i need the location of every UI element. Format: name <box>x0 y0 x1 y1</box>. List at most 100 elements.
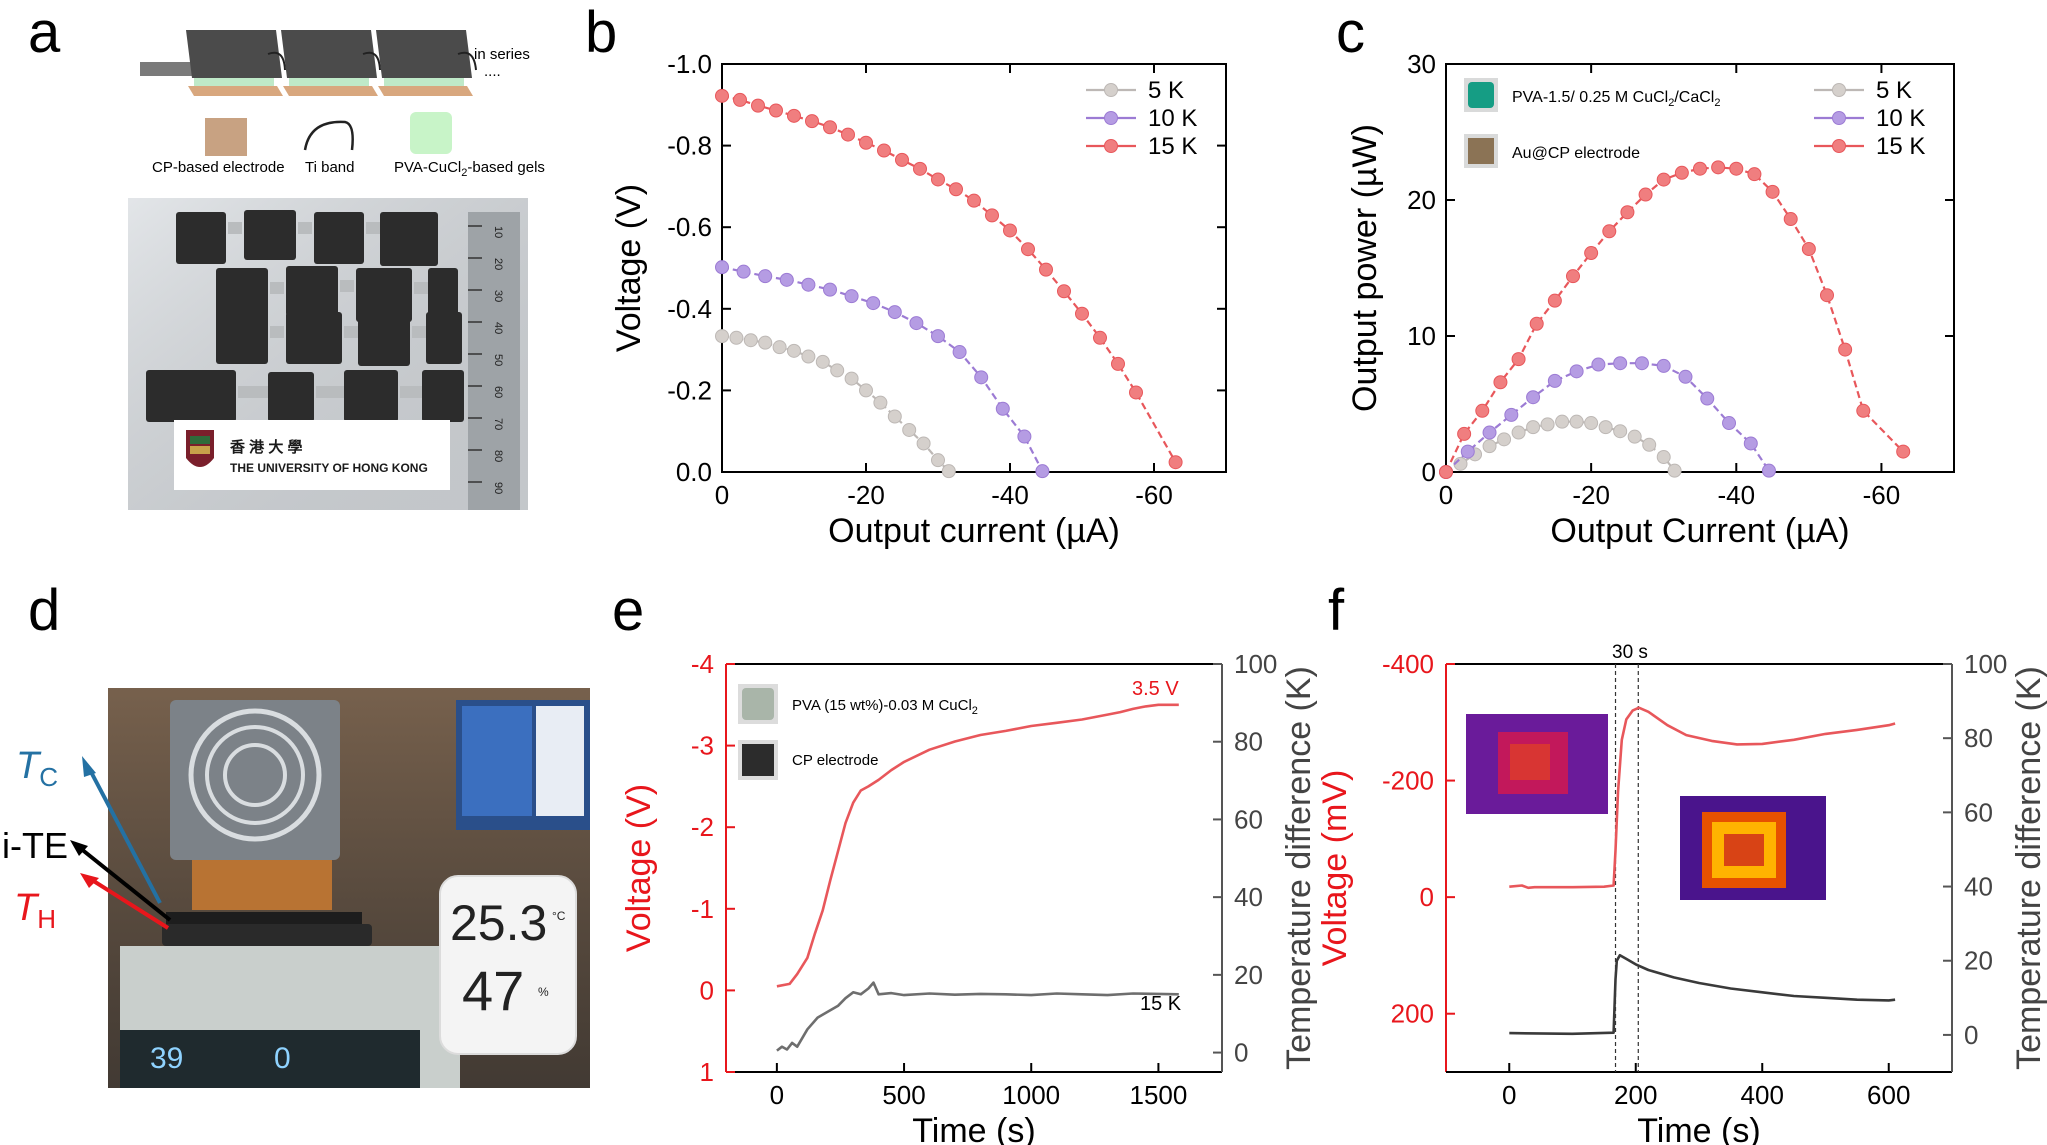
data-point <box>873 395 888 410</box>
panel-a-label: a <box>28 0 61 65</box>
x-tick-label: -60 <box>1135 480 1173 510</box>
data-point <box>1783 212 1798 227</box>
chart-e-inset: PVA (15 wt%)-0.03 M CuCl2 CP electrode <box>738 684 978 780</box>
y-tick-label: 0 <box>1422 457 1436 487</box>
panel-e-label: e <box>612 578 644 643</box>
x-tick-label: 400 <box>1741 1080 1784 1110</box>
legend-label: 10 K <box>1876 105 1925 132</box>
legend-marker <box>1832 139 1846 153</box>
tc-label: TC <box>16 745 58 792</box>
right-tick-label: 80 <box>1964 723 1993 753</box>
x-tick-label: 1500 <box>1129 1080 1187 1110</box>
x-tick-label: 500 <box>882 1080 925 1110</box>
legend-label: 10 K <box>1148 105 1197 132</box>
panel-d: d 39 0 25.3 °C 47 % <box>2 578 590 1088</box>
data-point <box>1711 160 1726 175</box>
data-point <box>801 277 816 292</box>
data-point <box>913 161 927 176</box>
data-point <box>715 329 729 344</box>
data-point <box>877 143 891 158</box>
chart-b: 0 -20 -40 -60 0.0 -0.2 -0.4 -0.6 -0.8 -1.0 Output … <box>610 49 1227 550</box>
data-point <box>1584 246 1599 261</box>
data-point <box>1722 416 1737 431</box>
y-tick-label: -0.8 <box>667 131 712 161</box>
y-tick-label: -0.2 <box>667 375 712 405</box>
x-tick-label: 0 <box>1439 480 1453 510</box>
panel-c: c 0 -20 -40 -60 0 10 20 30 Output Current (µA) Ou… <box>1336 0 1955 550</box>
data-point <box>1021 242 1035 257</box>
data-point <box>844 371 859 386</box>
hku-crest-icon <box>186 430 214 467</box>
data-point <box>1057 284 1071 299</box>
right-tick-label: 0 <box>1234 1038 1248 1068</box>
y-tick-label: -0.4 <box>667 294 712 324</box>
panel-b-label: b <box>585 0 617 65</box>
hku-chinese-name: 香 港 大 學 <box>230 438 303 456</box>
x-tick-label: 0 <box>1502 1080 1516 1110</box>
ruler-label: 70 <box>492 418 504 430</box>
panel-d-label: d <box>28 578 60 643</box>
schematic-legend: CP-based electrode Ti band PVA-CuCl2-bas… <box>152 112 545 179</box>
chart-e: 0 500 1000 1500 1 0 -1 -2 -3 -4 0 20 40 60 80 100 Time (… <box>620 649 1318 1145</box>
data-point <box>1656 450 1671 465</box>
data-point <box>1555 414 1570 429</box>
data-point <box>1820 288 1834 303</box>
data-point <box>1743 436 1758 451</box>
chart-e-gel-label: PVA (15 wt%)-0.03 M CuCl2 <box>792 697 978 717</box>
x-tick-label: 1000 <box>1002 1080 1060 1110</box>
series-schematic: in series .... <box>140 30 530 96</box>
legend-marker <box>1832 83 1846 97</box>
data-point <box>1801 241 1816 256</box>
left-tick-label: -200 <box>1382 766 1434 796</box>
data-point <box>1529 316 1544 331</box>
data-point <box>815 354 830 369</box>
data-point <box>1761 463 1776 478</box>
data-point <box>1475 403 1490 418</box>
data-point <box>1129 385 1143 400</box>
data-point <box>1540 417 1555 432</box>
data-point <box>805 114 819 129</box>
data-point <box>1613 356 1628 371</box>
x-axis-label: Time (s) <box>1637 1112 1760 1145</box>
chart-c-gel-label: PVA-1.5/ 0.25 M CuCl2/CaCl2 <box>1512 89 1720 109</box>
data-point <box>841 127 855 142</box>
right-tick-label: 80 <box>1234 727 1263 757</box>
hygrometer: 25.3 °C 47 % <box>439 875 577 1055</box>
x-axis-label: Time (s) <box>912 1112 1035 1145</box>
y-tick-label: 30 <box>1407 49 1436 79</box>
in-series-label: in series <box>474 46 530 63</box>
data-point <box>985 208 999 223</box>
data-point <box>779 272 794 287</box>
left-axis-label: Voltage (mV) <box>1316 770 1354 967</box>
data-point <box>1747 167 1762 182</box>
data-point <box>1598 420 1613 435</box>
series-line <box>1445 362 1770 473</box>
data-point <box>895 152 909 167</box>
left-tick-label: 0 <box>700 975 714 1005</box>
data-point <box>1896 444 1911 459</box>
chart-f: 0 200 400 600 200 0 -200 -400 0 20 40 60 80 100 Time (… <box>1316 649 2047 1145</box>
right-tick-label: 20 <box>1964 946 1993 976</box>
data-point <box>758 269 773 284</box>
right-tick-label: 100 <box>1964 649 2007 679</box>
data-point <box>887 409 902 424</box>
hygrometer-temp-unit: °C <box>552 909 566 923</box>
hku-english-name: THE UNIVERSITY OF HONG KONG <box>230 461 428 475</box>
electrode-sample-icon-e <box>742 744 774 776</box>
ruler-label: 20 <box>492 258 504 270</box>
data-point <box>743 333 758 348</box>
x-tick-label: -40 <box>1717 480 1755 510</box>
data-point <box>967 193 981 208</box>
data-point <box>1627 429 1642 444</box>
data-point <box>1693 161 1707 176</box>
x-tick-label: -20 <box>847 480 885 510</box>
x-axis-label: Output current (µA) <box>828 512 1120 550</box>
data-point <box>1667 463 1682 478</box>
ruler-label: 40 <box>492 322 504 334</box>
data-point <box>1765 184 1780 199</box>
data-point <box>787 108 801 123</box>
data-point <box>949 182 963 197</box>
gel-label: PVA-CuCl2-based gels <box>394 159 545 179</box>
data-point <box>1003 223 1017 238</box>
data-point <box>1526 390 1541 405</box>
